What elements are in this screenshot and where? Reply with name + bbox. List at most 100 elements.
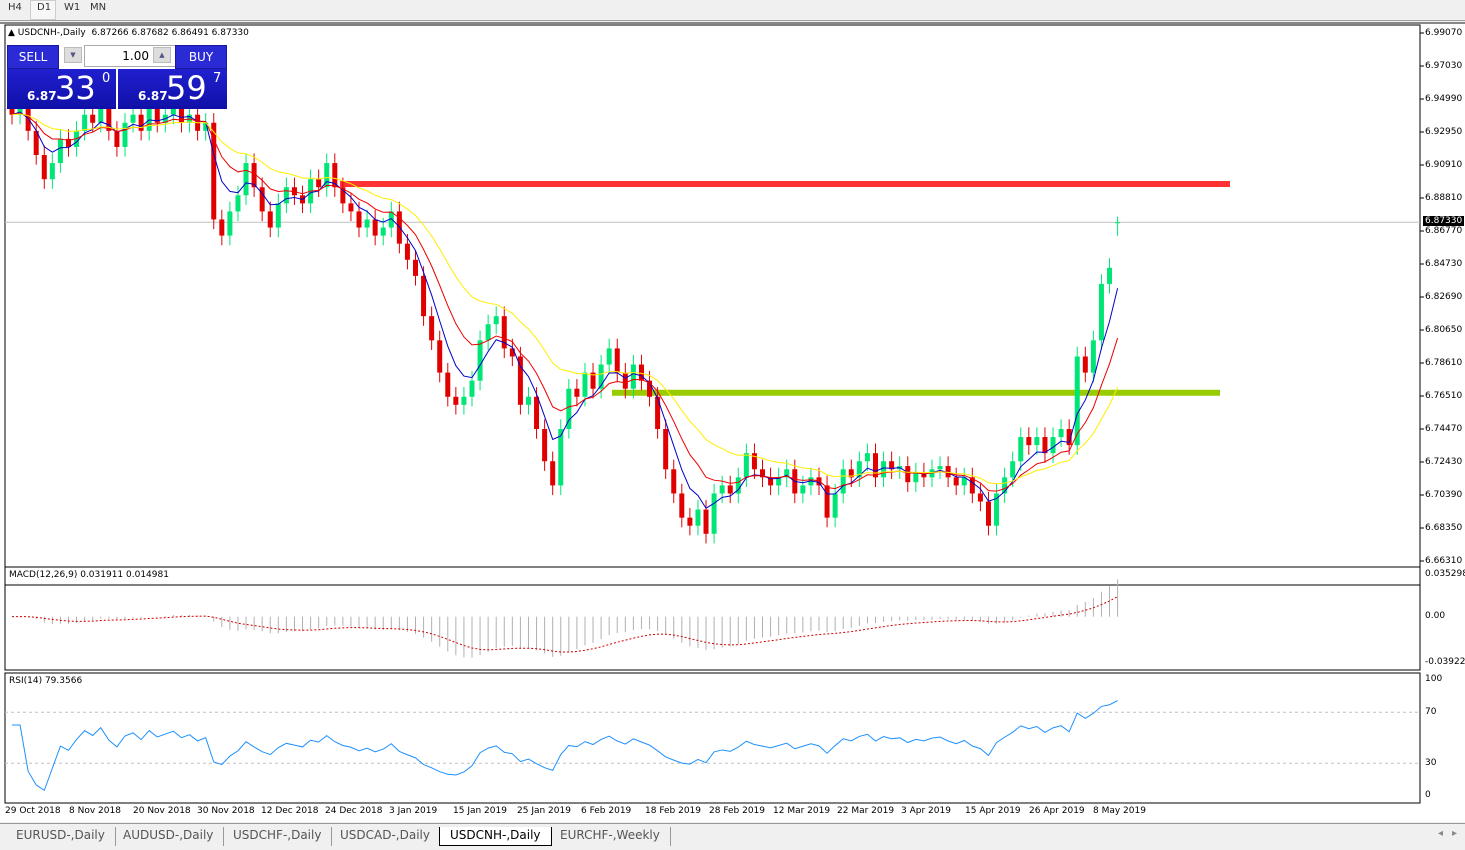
candle-body [356,211,362,228]
candle-body [316,179,322,188]
candle-body [477,340,483,381]
candle-body [994,493,1000,526]
price-axis-label: 6.86770 [1425,226,1463,236]
candle-body [445,372,451,397]
candle-body [881,461,887,478]
candle-body [517,356,523,405]
tab-eurchf[interactable]: EURCHF-,Weekly [550,827,671,846]
candle-body [348,203,354,212]
date-axis-label: 30 Nov 2018 [197,806,255,816]
candle-body [485,324,491,341]
candle-body [170,106,176,115]
candle-body [1018,437,1024,462]
candle-body [404,243,410,260]
candle-body [211,122,217,220]
candle-body [1115,222,1121,224]
tab-usdcnh[interactable]: USDCNH-,Daily [439,827,552,846]
candle-body [57,138,63,164]
candle-body [1090,340,1096,373]
symbol-label: USDCNH-,Daily [17,28,86,38]
candle-body [219,219,225,236]
candle-body [178,106,184,123]
date-axis-label: 18 Feb 2019 [645,806,702,816]
candle-body [453,396,459,405]
candle-body [800,485,806,494]
buy-price-big: 59 [166,69,207,107]
buy-button[interactable]: BUY [175,45,227,69]
candle-body [461,396,467,405]
candle-body [977,493,983,502]
date-axis-label: 15 Jan 2019 [453,806,507,816]
candle-body [227,211,233,236]
candle-body [760,469,766,478]
price-axis-label: 6.72430 [1425,457,1463,467]
price-axis-label: 6.78610 [1425,358,1463,368]
candle-body [590,372,596,389]
candle-body [695,509,701,526]
candle-body [332,163,338,188]
candle-body [558,429,564,486]
chart-area[interactable] [0,22,1465,822]
candle-body [98,106,104,123]
candle-body [413,259,418,276]
candle-body [751,453,757,470]
date-axis-label: 15 Apr 2019 [965,806,1021,816]
tab-usdchf[interactable]: USDCHF-,Daily [223,827,333,846]
candle-body [655,396,661,429]
sell-price[interactable]: 6.87 33 0 [7,69,116,109]
ohlc-values: 6.87266 6.87682 6.86491 6.87330 [91,28,249,38]
tab-usdcad[interactable]: USDCAD-,Daily [330,827,441,846]
sell-price-sup: 0 [102,71,111,86]
candle-body [848,469,854,478]
candle-body [1010,461,1016,478]
date-axis-label: 20 Nov 2018 [133,806,191,816]
timeframe-h4[interactable]: H4 [8,2,22,13]
timeframe-mn[interactable]: MN [90,2,107,13]
price-axis-label: 6.90910 [1425,160,1463,170]
panel-frame-2 [4,672,1421,804]
price-axis-label: 6.80650 [1425,325,1463,335]
candle-body [41,155,47,180]
candle-body [687,517,693,526]
candle-body [388,211,394,228]
candle-body [340,187,346,204]
candle-body [122,122,128,147]
buy-price[interactable]: 6.87 59 7 [118,69,227,109]
candle-body [985,501,991,526]
candle-body [872,453,878,478]
candle-body [437,340,443,373]
candle-body [937,466,943,470]
lot-decrease-icon[interactable]: ▼ [64,47,82,63]
candle-body [832,493,838,518]
candle-body [889,461,895,470]
candle-body [324,163,330,188]
candle-body [727,485,733,494]
sell-price-prefix: 6.87 [27,89,57,103]
candle-body [864,453,870,462]
date-axis-label: 12 Mar 2019 [773,806,831,816]
candle-body [509,348,515,357]
rsi-axis-100: 100 [1425,674,1443,684]
scroll-left-icon[interactable]: ◂ [1437,828,1443,839]
scroll-right-icon[interactable]: ▸ [1451,828,1457,839]
price-axis-label: 6.70390 [1425,490,1463,500]
candle-body [768,477,774,486]
candle-body [9,108,15,115]
candle-body [421,275,427,317]
sell-button[interactable]: SELL [7,45,59,69]
candle-body [711,493,717,534]
price-axis-label: 6.74470 [1425,424,1463,434]
candle-body [267,211,273,228]
tab-eurusd[interactable]: EURUSD-,Daily [6,827,116,846]
price-axis-label: 6.66310 [1425,556,1463,566]
tab-audusd[interactable]: AUDUSD-,Daily [113,827,225,846]
candle-body [1066,429,1072,446]
lot-increase-icon[interactable]: ▲ [153,47,171,63]
candle-body [638,364,644,381]
timeframe-d1[interactable]: D1 [37,2,52,13]
price-axis-label: 6.97030 [1425,61,1463,71]
timeframe-w1[interactable]: W1 [64,2,81,13]
candle-body [663,429,669,470]
candle-body [953,477,959,486]
